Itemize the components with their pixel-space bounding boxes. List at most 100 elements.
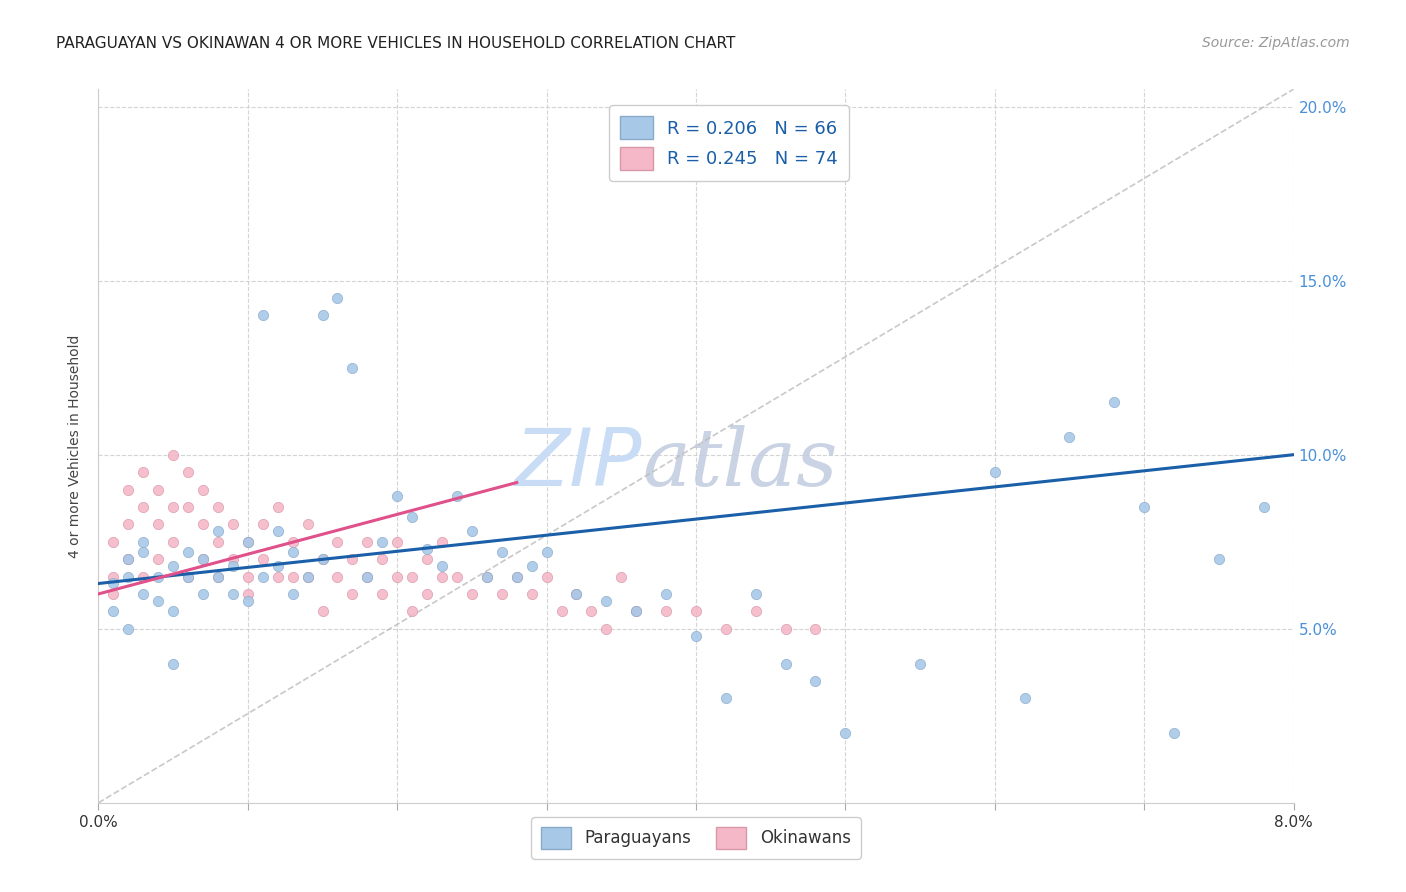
Point xyxy=(177,545,200,559)
Point xyxy=(148,569,170,583)
Point xyxy=(461,524,484,539)
Point xyxy=(103,587,125,601)
Legend: Paraguayans, Okinawans: Paraguayans, Okinawans xyxy=(531,817,860,859)
Point xyxy=(685,629,707,643)
Point xyxy=(342,587,364,601)
Point xyxy=(356,569,378,583)
Point xyxy=(311,552,333,566)
Point xyxy=(401,569,423,583)
Point xyxy=(385,569,409,583)
Point xyxy=(984,465,1007,479)
Point xyxy=(430,569,453,583)
Point xyxy=(475,569,498,583)
Point xyxy=(177,465,200,479)
Point xyxy=(267,500,290,514)
Point xyxy=(775,657,797,671)
Point xyxy=(222,559,245,574)
Point xyxy=(222,517,245,532)
Point xyxy=(565,587,588,601)
Point xyxy=(416,541,439,556)
Point xyxy=(281,545,304,559)
Point xyxy=(207,569,229,583)
Point xyxy=(103,534,125,549)
Point xyxy=(550,604,572,618)
Point xyxy=(162,534,184,549)
Point xyxy=(655,604,678,618)
Point xyxy=(177,569,200,583)
Point xyxy=(236,534,259,549)
Point xyxy=(222,587,245,601)
Point xyxy=(834,726,856,740)
Point xyxy=(775,622,797,636)
Point xyxy=(132,500,155,514)
Point xyxy=(311,309,333,323)
Point xyxy=(207,524,229,539)
Point xyxy=(148,552,170,566)
Point xyxy=(117,569,139,583)
Point xyxy=(207,500,229,514)
Point xyxy=(491,545,513,559)
Point xyxy=(581,604,603,618)
Point xyxy=(804,673,827,688)
Point xyxy=(461,587,484,601)
Point xyxy=(371,534,394,549)
Point xyxy=(1208,552,1230,566)
Point xyxy=(177,500,200,514)
Point xyxy=(1014,691,1036,706)
Point xyxy=(191,483,214,497)
Point xyxy=(162,657,184,671)
Point xyxy=(326,569,349,583)
Point xyxy=(103,569,125,583)
Point xyxy=(281,587,304,601)
Point xyxy=(565,587,588,601)
Point xyxy=(745,604,768,618)
Text: ZIP: ZIP xyxy=(515,425,643,503)
Point xyxy=(117,552,139,566)
Point xyxy=(655,587,678,601)
Point xyxy=(326,291,349,305)
Point xyxy=(506,569,529,583)
Point xyxy=(356,534,378,549)
Point xyxy=(1253,500,1275,514)
Point xyxy=(536,545,558,559)
Point xyxy=(401,510,423,524)
Point xyxy=(506,569,529,583)
Point xyxy=(1104,395,1126,409)
Point xyxy=(236,587,259,601)
Point xyxy=(626,604,648,618)
Point xyxy=(342,360,364,375)
Point xyxy=(117,552,139,566)
Point xyxy=(252,309,274,323)
Point xyxy=(148,483,170,497)
Point xyxy=(191,587,214,601)
Point xyxy=(177,569,200,583)
Point xyxy=(236,594,259,608)
Point xyxy=(520,559,543,574)
Point xyxy=(416,552,439,566)
Point xyxy=(117,483,139,497)
Point xyxy=(281,569,304,583)
Point xyxy=(626,604,648,618)
Point xyxy=(804,622,827,636)
Point xyxy=(401,604,423,618)
Point xyxy=(520,587,543,601)
Point xyxy=(416,587,439,601)
Point xyxy=(536,569,558,583)
Point xyxy=(117,517,139,532)
Point xyxy=(1133,500,1156,514)
Point xyxy=(191,552,214,566)
Point xyxy=(162,448,184,462)
Point xyxy=(236,534,259,549)
Point xyxy=(267,569,290,583)
Point xyxy=(162,559,184,574)
Point xyxy=(162,500,184,514)
Point xyxy=(252,517,274,532)
Point xyxy=(342,552,364,566)
Point xyxy=(1059,430,1081,444)
Text: Source: ZipAtlas.com: Source: ZipAtlas.com xyxy=(1202,36,1350,50)
Point xyxy=(385,490,409,504)
Point xyxy=(908,657,931,671)
Point xyxy=(430,534,453,549)
Point xyxy=(595,594,617,608)
Point xyxy=(207,569,229,583)
